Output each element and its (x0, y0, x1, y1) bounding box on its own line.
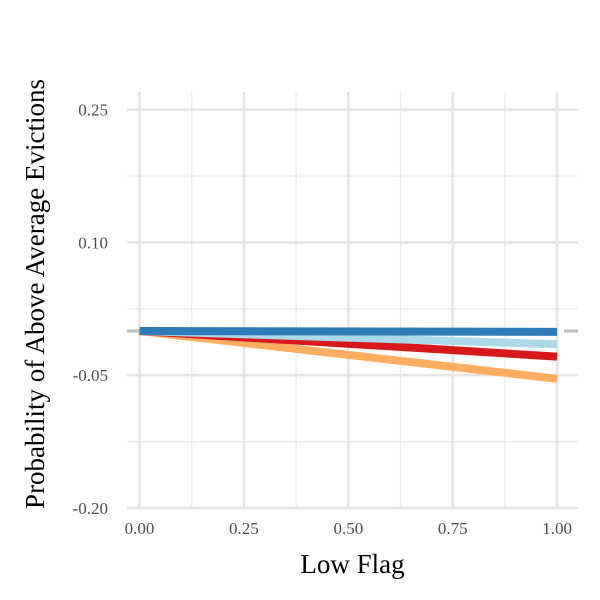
grid-minor-lines (127, 92, 578, 508)
x-tick-label: 0.00 (125, 519, 155, 538)
y-axis-title: Probability of Above Average Evictions (20, 79, 50, 509)
x-tick-label: 0.75 (438, 519, 468, 538)
grid-major-lines (127, 92, 578, 510)
y-tick-label: -0.20 (73, 499, 108, 518)
x-tick-label: 0.25 (229, 519, 259, 538)
y-tick-label: 0.25 (78, 101, 108, 120)
series-lines (139, 327, 558, 383)
x-axis-tick-labels: 0.00 0.25 0.50 0.75 1.00 (125, 519, 572, 538)
x-tick-label: 1.00 (542, 519, 572, 538)
x-tick-label: 0.50 (333, 519, 363, 538)
y-tick-label: 0.10 (78, 233, 108, 252)
series-line-4 (139, 327, 558, 336)
y-axis-tick-labels: 0.25 0.10 -0.05 -0.20 (73, 101, 108, 518)
y-tick-label: -0.05 (73, 366, 108, 385)
x-axis-title: Low Flag (300, 549, 404, 579)
